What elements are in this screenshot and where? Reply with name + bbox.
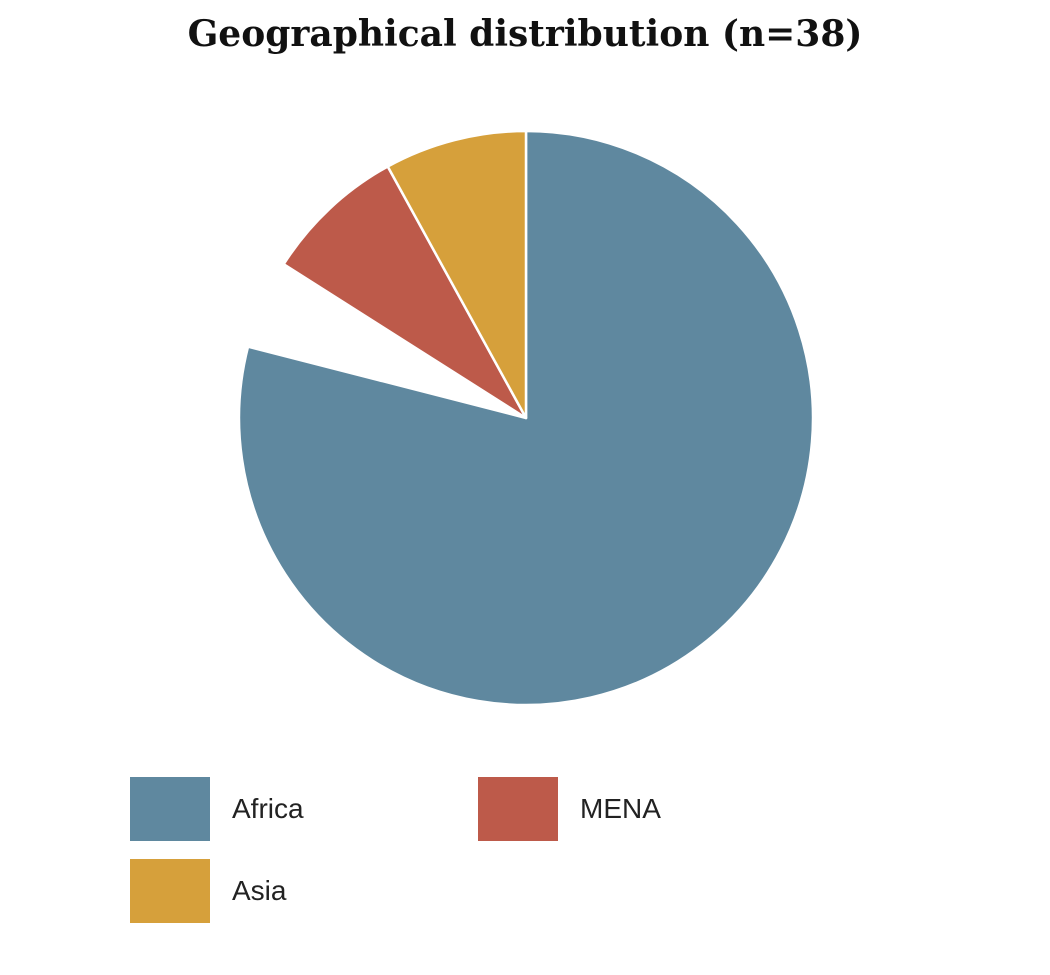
pie-slices	[237, 129, 815, 707]
legend-swatch-africa	[130, 777, 210, 841]
pie-slice-asia	[386, 129, 528, 420]
chart-title: Geographical distribution (n=38)	[187, 13, 863, 55]
legend-label-asia: Asia	[232, 875, 287, 906]
legend-swatch-asia	[130, 859, 210, 923]
legend-label-africa: Africa	[232, 793, 304, 824]
pie-slice-mena	[282, 165, 528, 420]
legend-swatch-mena	[478, 777, 558, 841]
legend-label-mena: MENA	[580, 793, 661, 824]
